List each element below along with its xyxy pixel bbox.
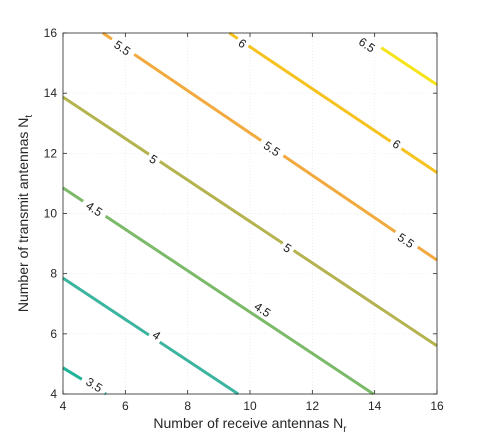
contour-label-5: 5	[144, 149, 164, 168]
contour-line-5	[62, 95, 438, 348]
contour-label-background	[144, 149, 164, 168]
contour-label-background	[79, 371, 110, 398]
y-tick-label: 6	[50, 327, 57, 341]
y-tick-label: 8	[50, 267, 57, 281]
contour-label-background	[233, 33, 253, 53]
x-tick-label: 8	[184, 399, 191, 413]
x-tick-label: 6	[122, 399, 129, 413]
contour-label-background	[147, 325, 167, 344]
y-tick-label: 10	[44, 207, 58, 221]
x-axis-label: Number of receive antennas Nr	[153, 415, 347, 435]
contour-label-background	[391, 226, 422, 254]
contour-label-background	[247, 295, 279, 323]
contour-label-background	[107, 33, 138, 61]
y-axis-label: Number of transmit antennas Nt	[15, 115, 35, 313]
y-axis-ticks: 4 6 8 10 12 14 16	[44, 26, 437, 401]
y-tick-label: 4	[50, 387, 57, 401]
contour-label-6: 6	[387, 134, 407, 153]
x-tick-label: 14	[368, 399, 382, 413]
contour-label-6: 6	[233, 33, 253, 53]
x-tick-label: 10	[243, 399, 257, 413]
x-tick-label: 4	[60, 399, 67, 413]
contour-label-background	[79, 194, 110, 222]
contour-label-5: 5	[278, 237, 298, 257]
contour-line-6	[228, 31, 438, 174]
contour-line-4.5	[62, 186, 375, 396]
contour-label-background	[352, 30, 383, 58]
x-tick-label: 16	[430, 399, 444, 413]
y-tick-label: 14	[44, 86, 58, 100]
contour-label-background	[387, 134, 407, 153]
y-tick-label: 12	[44, 146, 58, 160]
contour-label-background	[278, 237, 298, 257]
x-tick-label: 12	[306, 399, 320, 413]
x-axis-ticks: 4 6 8 10 12 14 16	[60, 33, 444, 413]
contour-label-background	[257, 134, 288, 162]
contour-label-4: 4	[147, 325, 167, 344]
y-tick-label: 16	[44, 26, 58, 40]
